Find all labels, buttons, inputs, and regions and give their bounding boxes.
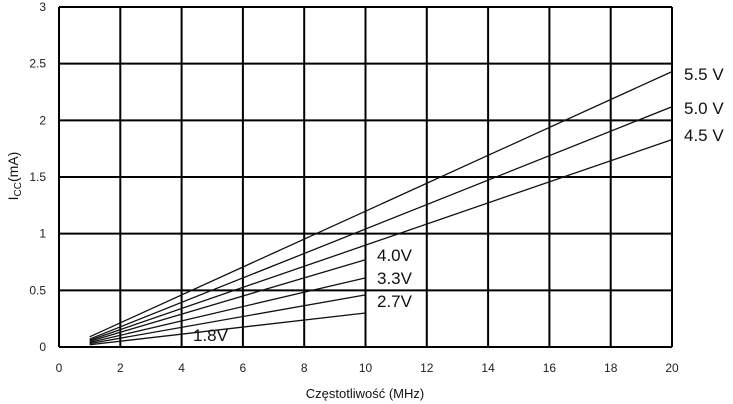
- y-tick-label: 2: [39, 113, 46, 127]
- y-axis-ticks: 0 0.5 1 1.5 2 2.5 3: [29, 0, 46, 354]
- series-line: [89, 277, 366, 344]
- y-tick-label: 3: [39, 0, 46, 14]
- series-label: 3.3V: [377, 269, 413, 288]
- x-axis-ticks: 0 2 4 6 8 10 12 14 16 18 20: [56, 361, 679, 375]
- y-tick-label: 0.5: [29, 283, 46, 297]
- series-line: [89, 71, 673, 338]
- y-tick-label: 1: [39, 227, 46, 241]
- x-tick-label: 18: [604, 361, 618, 375]
- x-tick-label: 4: [178, 361, 185, 375]
- y-tick-label: 1.5: [29, 170, 46, 184]
- y-tick-label: 0: [39, 340, 46, 354]
- y-axis-label-main: I: [5, 196, 21, 200]
- x-tick-label: 16: [543, 361, 557, 375]
- x-tick-label: 2: [117, 361, 124, 375]
- series-label: 4.0V: [377, 246, 413, 265]
- series-label: 1.8V: [193, 326, 229, 345]
- x-tick-label: 12: [420, 361, 434, 375]
- series-lines: [89, 71, 673, 346]
- series-labels: 5.5 V 5.0 V 4.5 V 4.0V 3.3V 2.7V 1.8V: [193, 65, 724, 345]
- series-line: [89, 138, 673, 341]
- x-axis-label: Częstotliwość (MHz): [306, 386, 424, 401]
- series-line: [89, 106, 673, 340]
- x-tick-label: 0: [56, 361, 63, 375]
- y-axis-label: ICC(mA): [5, 152, 24, 201]
- grid: [58, 6, 673, 348]
- y-axis-label-rest: (mA): [5, 152, 21, 182]
- series-line: [89, 259, 366, 342]
- series-line: [89, 294, 366, 345]
- series-label: 5.0 V: [684, 99, 724, 118]
- y-axis-label-sub: CC: [13, 182, 24, 196]
- series-line: [89, 312, 366, 346]
- svg-text:ICC(mA): ICC(mA): [5, 152, 24, 201]
- x-tick-label: 6: [240, 361, 247, 375]
- y-tick-label: 2.5: [29, 57, 46, 71]
- series-label: 5.5 V: [684, 65, 724, 84]
- series-label: 2.7V: [377, 292, 413, 311]
- x-tick-label: 10: [359, 361, 373, 375]
- x-tick-label: 8: [301, 361, 308, 375]
- x-tick-label: 20: [665, 361, 679, 375]
- series-label: 4.5 V: [684, 126, 724, 145]
- x-tick-label: 14: [481, 361, 495, 375]
